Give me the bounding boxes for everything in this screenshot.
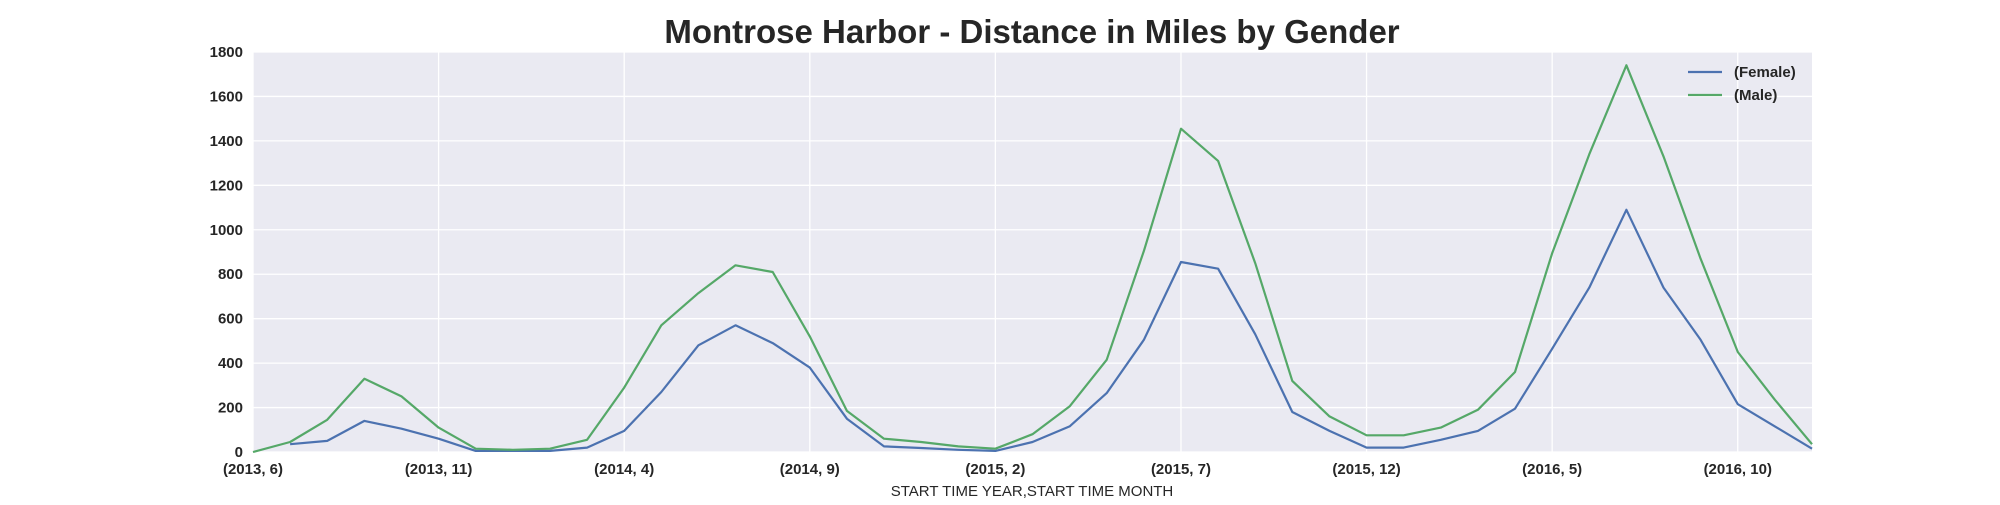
legend: (Female) (Male) (1688, 64, 1796, 104)
x-tick-label: (2013, 6) (223, 461, 283, 478)
legend-label-male: (Male) (1734, 87, 1777, 104)
series-line-female (290, 208, 1813, 452)
x-tick-label: (2014, 4) (594, 461, 654, 478)
plot-background (253, 52, 1812, 452)
chart-title: Montrose Harbor - Distance in Miles by G… (664, 13, 1399, 50)
x-tick-labels: (2013, 6) (2013, 11) (2014, 4) (2014, 9) (20… (223, 461, 1772, 478)
legend-label-female: (Female) (1734, 64, 1796, 81)
y-tick-label: 1000 (210, 222, 243, 239)
y-tick-label: 200 (218, 400, 243, 417)
y-tick-label: 1800 (210, 44, 243, 61)
y-tick-label: 800 (218, 266, 243, 283)
series-line-male (252, 64, 1813, 454)
y-tick-label: 1400 (210, 133, 243, 150)
x-tick-label: (2014, 9) (780, 461, 840, 478)
x-axis-label: START TIME YEAR,START TIME MONTH (891, 483, 1174, 500)
series-lines (252, 64, 1813, 454)
y-tick-label: 1200 (210, 177, 243, 194)
x-tick-label: (2016, 10) (1704, 461, 1772, 478)
x-tick-label: (2015, 2) (965, 461, 1025, 478)
x-tick-label: (2013, 11) (405, 461, 473, 478)
y-tick-labels: 0 200 400 600 800 1000 1200 1400 1600 1800 (210, 44, 243, 461)
y-tick-label: 0 (235, 444, 243, 461)
x-tick-label: (2016, 5) (1522, 461, 1582, 478)
x-tick-label: (2015, 7) (1151, 461, 1211, 478)
x-tick-label: (2015, 12) (1332, 461, 1400, 478)
y-tick-label: 600 (218, 311, 243, 328)
y-tick-label: 400 (218, 355, 243, 372)
y-tick-label: 1600 (210, 88, 243, 105)
